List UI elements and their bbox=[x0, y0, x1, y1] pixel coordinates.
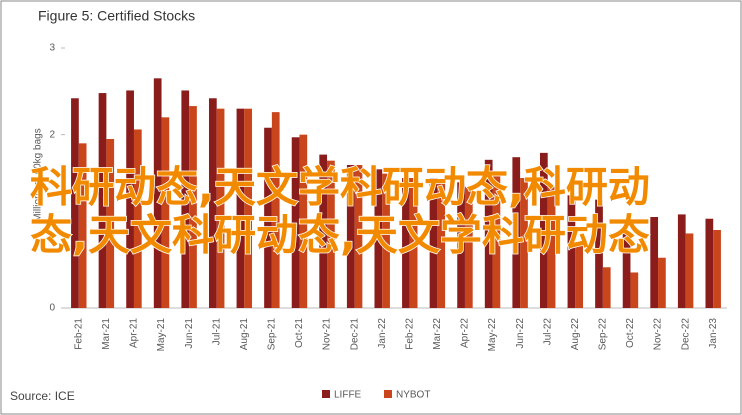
legend-label: LIFFE bbox=[334, 390, 362, 401]
y-tick-label: 2 bbox=[49, 129, 55, 140]
bar bbox=[713, 230, 721, 308]
bar bbox=[658, 257, 666, 308]
x-tick-label: Sep-22 bbox=[598, 318, 609, 351]
bar bbox=[264, 127, 272, 308]
x-tick-label: Jun-21 bbox=[184, 318, 195, 349]
bar bbox=[520, 178, 528, 308]
x-tick-label: May-21 bbox=[156, 318, 167, 352]
bar bbox=[539, 152, 548, 308]
x-tick-label: Nov-22 bbox=[653, 318, 664, 351]
y-axis-label: Millions of 60kg bags bbox=[33, 128, 44, 221]
x-tick-label: Oct-21 bbox=[294, 318, 305, 348]
bar bbox=[299, 134, 308, 308]
x-tick-label: Jul-22 bbox=[542, 318, 553, 346]
bar bbox=[106, 139, 115, 308]
x-tick-label: Sep-21 bbox=[267, 318, 278, 351]
y-tick-label: 1 bbox=[49, 216, 55, 227]
x-tick-label: Dec-21 bbox=[349, 318, 360, 351]
bar bbox=[236, 108, 245, 309]
bar bbox=[98, 93, 107, 308]
bar bbox=[189, 106, 197, 308]
bar bbox=[319, 154, 328, 308]
bar bbox=[402, 178, 410, 308]
bar bbox=[327, 160, 335, 308]
bar bbox=[567, 195, 576, 308]
bar bbox=[374, 169, 383, 308]
bar bbox=[208, 98, 217, 309]
bar bbox=[685, 233, 694, 308]
bar bbox=[346, 165, 355, 308]
x-tick-label: Mar-21 bbox=[101, 318, 112, 350]
x-tick-label: Feb-22 bbox=[404, 318, 415, 350]
bar bbox=[677, 214, 686, 308]
x-tick-label: Aug-21 bbox=[239, 318, 250, 351]
bar bbox=[512, 157, 521, 308]
x-tick-label: Feb-21 bbox=[73, 318, 84, 350]
bar bbox=[602, 267, 611, 308]
x-tick-label: Aug-22 bbox=[570, 318, 581, 351]
legend-swatch bbox=[322, 390, 330, 398]
x-tick-label: Oct-22 bbox=[625, 318, 636, 348]
legend-swatch bbox=[384, 390, 392, 398]
bar bbox=[437, 182, 446, 308]
x-tick-label: Jan-23 bbox=[708, 318, 719, 349]
bar bbox=[705, 218, 714, 308]
watermark: 科研动态,天文学科研动态,科研动 bbox=[30, 163, 650, 212]
bar bbox=[457, 182, 465, 308]
bar bbox=[153, 78, 162, 308]
x-tick-label: Apr-22 bbox=[460, 318, 471, 348]
x-tick-label: Jun-22 bbox=[515, 318, 526, 349]
bar bbox=[622, 231, 631, 308]
bar bbox=[429, 178, 438, 308]
chart-title: Figure 5: Certified Stocks bbox=[38, 8, 195, 24]
bar bbox=[492, 171, 501, 308]
x-tick-label: May-22 bbox=[487, 318, 498, 352]
legend-label: NYBOT bbox=[396, 390, 430, 401]
x-tick-label: Nov-21 bbox=[322, 318, 333, 351]
source: Source: ICE bbox=[10, 389, 75, 403]
y-tick-label: 3 bbox=[49, 43, 55, 54]
y-tick-label: 0 bbox=[49, 303, 55, 314]
bar bbox=[409, 178, 418, 308]
bar bbox=[354, 165, 363, 308]
bar bbox=[126, 90, 134, 308]
bar bbox=[382, 173, 390, 308]
watermark: 态,天文科研动态,天文学科研动态 bbox=[30, 211, 650, 260]
bar bbox=[133, 129, 142, 308]
x-tick-label: Jan-22 bbox=[377, 318, 388, 349]
bar bbox=[484, 159, 493, 308]
bar bbox=[244, 108, 253, 309]
bar bbox=[595, 199, 603, 308]
x-tick-label: Dec-22 bbox=[680, 318, 691, 351]
bar bbox=[161, 117, 170, 308]
x-tick-label: Jul-21 bbox=[211, 318, 222, 346]
bar bbox=[464, 186, 473, 308]
bar bbox=[291, 137, 300, 308]
bar bbox=[71, 98, 79, 309]
bar bbox=[271, 112, 280, 308]
bar bbox=[630, 272, 639, 308]
bar bbox=[575, 245, 584, 308]
bar bbox=[216, 108, 225, 309]
x-tick-label: Mar-22 bbox=[432, 318, 443, 350]
bar bbox=[547, 186, 556, 308]
bar bbox=[650, 217, 659, 308]
bar bbox=[181, 90, 190, 308]
bar bbox=[78, 143, 87, 308]
x-tick-label: Apr-21 bbox=[129, 318, 140, 348]
